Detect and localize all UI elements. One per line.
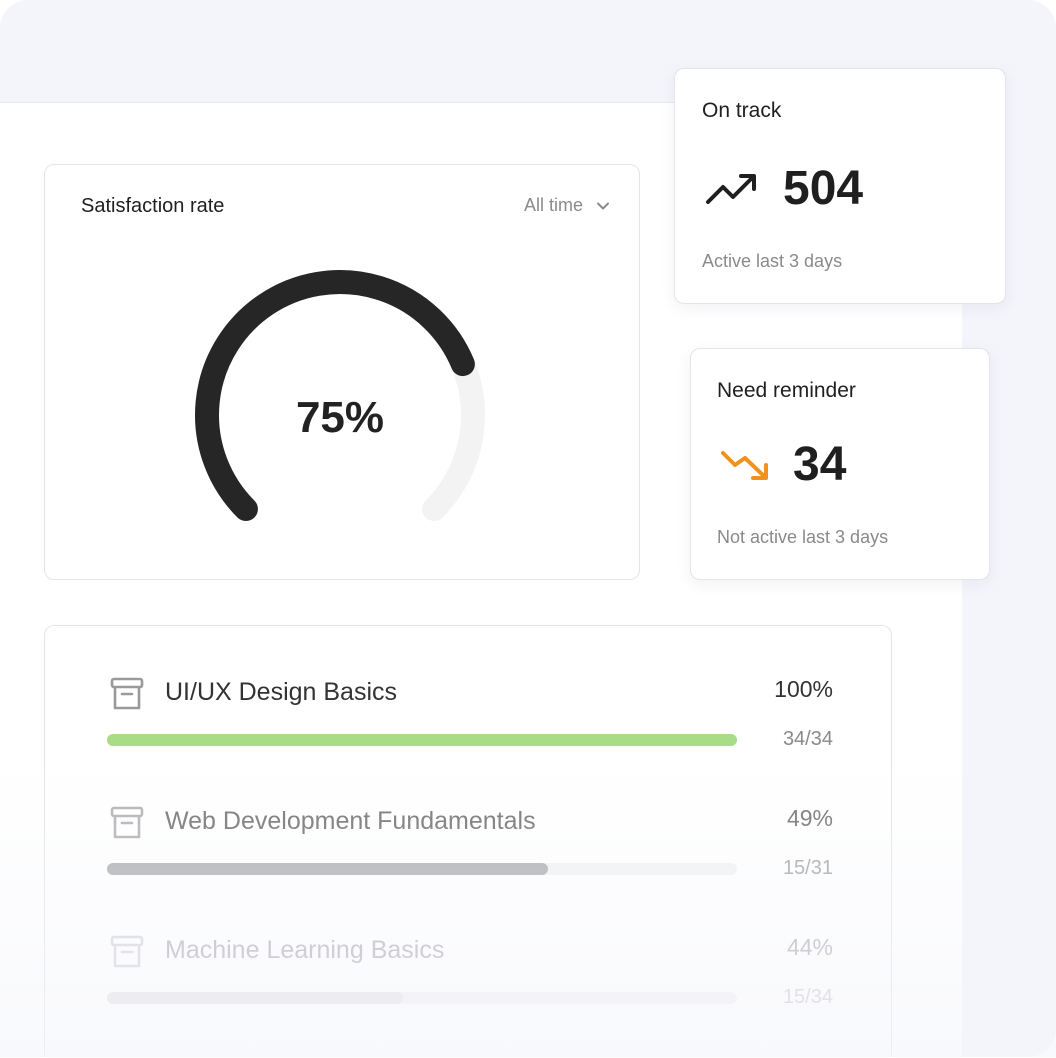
trend-up-icon bbox=[706, 174, 756, 204]
on-track-card: On track 504 Active last 3 days bbox=[674, 68, 1006, 304]
course-count: 15/34 bbox=[782, 986, 833, 1008]
course-progress-fill bbox=[107, 863, 548, 875]
gauge-fill bbox=[195, 270, 475, 522]
on-track-subtext: Active last 3 days bbox=[702, 251, 843, 271]
course-name: Web Development Fundamentals bbox=[165, 807, 536, 835]
need-reminder-value: 34 bbox=[793, 438, 847, 491]
satisfaction-card: Satisfaction rate All time 75% bbox=[44, 164, 640, 580]
course-count: 34/34 bbox=[782, 728, 833, 750]
satisfaction-gauge: 75% bbox=[175, 245, 505, 545]
need-reminder-card: Need reminder 34 Not active last 3 days bbox=[690, 348, 990, 580]
course-percent: 44% bbox=[786, 934, 833, 960]
course-percent: 100% bbox=[774, 676, 833, 702]
course-name: Machine Learning Basics bbox=[165, 936, 445, 964]
course-progress-track bbox=[107, 992, 737, 1004]
course-progress-fill bbox=[107, 734, 737, 746]
archive-box-icon bbox=[110, 935, 144, 968]
course-percent: 49% bbox=[786, 805, 833, 831]
chevron-down-icon bbox=[597, 202, 609, 209]
satisfaction-value: 75% bbox=[295, 393, 385, 442]
course-row[interactable]: UI/UX Design Basics 100% 34/34 bbox=[45, 676, 893, 796]
course-row[interactable]: Web Development Fundamentals 49% 15/31 bbox=[45, 805, 893, 925]
need-reminder-label: Need reminder bbox=[717, 379, 856, 402]
need-reminder-subtext: Not active last 3 days bbox=[717, 527, 889, 547]
satisfaction-title: Satisfaction rate bbox=[81, 195, 225, 217]
course-progress-track bbox=[107, 863, 737, 875]
course-count: 15/31 bbox=[782, 857, 833, 879]
course-progress-list: UI/UX Design Basics 100% 34/34 Web Devel… bbox=[44, 625, 892, 1057]
trend-down-icon bbox=[721, 451, 768, 480]
time-filter-label: All time bbox=[523, 195, 583, 215]
archive-box-icon bbox=[110, 677, 144, 710]
on-track-label: On track bbox=[702, 99, 782, 122]
course-progress-track bbox=[107, 734, 737, 746]
on-track-value: 504 bbox=[783, 162, 864, 215]
time-filter-dropdown[interactable]: All time bbox=[524, 195, 611, 216]
course-row[interactable]: Machine Learning Basics 44% 15/34 bbox=[45, 934, 893, 1054]
course-name: UI/UX Design Basics bbox=[165, 678, 398, 706]
archive-box-icon bbox=[110, 806, 144, 839]
course-progress-fill bbox=[107, 992, 404, 1004]
